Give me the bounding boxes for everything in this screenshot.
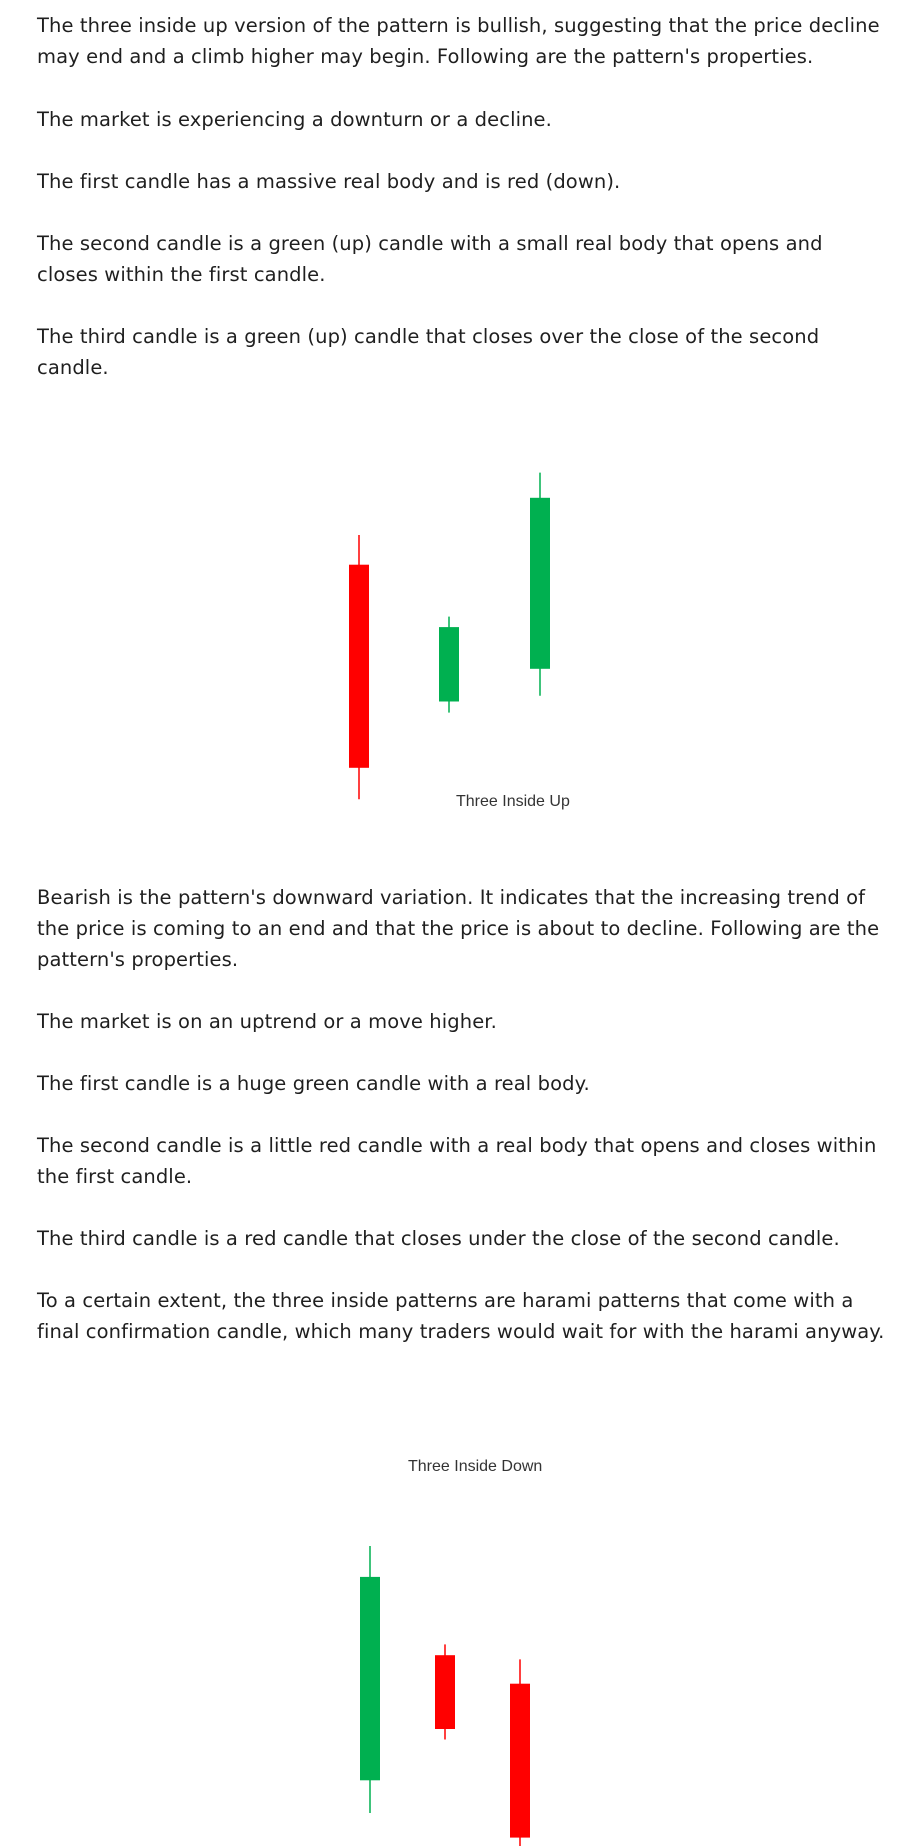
three-inside-down-figure: Three Inside Down [0, 1396, 914, 1846]
paragraph-down-first-candle: The first candle is a huge green candle … [37, 1072, 590, 1095]
paragraph-intro-up: The three inside up version of the patte… [37, 14, 880, 68]
candle-3-body [530, 497, 550, 669]
candle-2-body [435, 1655, 455, 1729]
paragraph-intro-down: Bearish is the pattern's downward variat… [37, 886, 880, 971]
paragraph-down-market: The market is on an uptrend or a move hi… [37, 1010, 497, 1033]
paragraph-up-third-candle: The third candle is a green (up) candle … [37, 325, 820, 379]
paragraph-down-second-candle: The second candle is a little red candle… [37, 1134, 877, 1188]
three-inside-down-chart: Three Inside Down [360, 1458, 542, 1846]
three-inside-down-label: Three Inside Down [408, 1458, 542, 1475]
three-inside-up-label: Three Inside Up [456, 793, 570, 810]
paragraph-down-third-candle: The third candle is a red candle that cl… [37, 1227, 840, 1250]
paragraph-up-second-candle: The second candle is a green (up) candle… [37, 232, 823, 286]
paragraph-up-market: The market is experiencing a downturn or… [37, 108, 552, 131]
three-inside-up-figure: Three Inside Up [0, 395, 914, 855]
paragraph-harami-note: To a certain extent, the three inside pa… [37, 1289, 885, 1343]
candle-3-body [510, 1683, 530, 1838]
candle-1-body [360, 1576, 380, 1781]
three-inside-up-chart: Three Inside Up [349, 472, 570, 810]
candle-1-body [349, 564, 369, 768]
candle-2-body [439, 627, 459, 702]
paragraph-up-first-candle: The first candle has a massive real body… [37, 170, 621, 193]
